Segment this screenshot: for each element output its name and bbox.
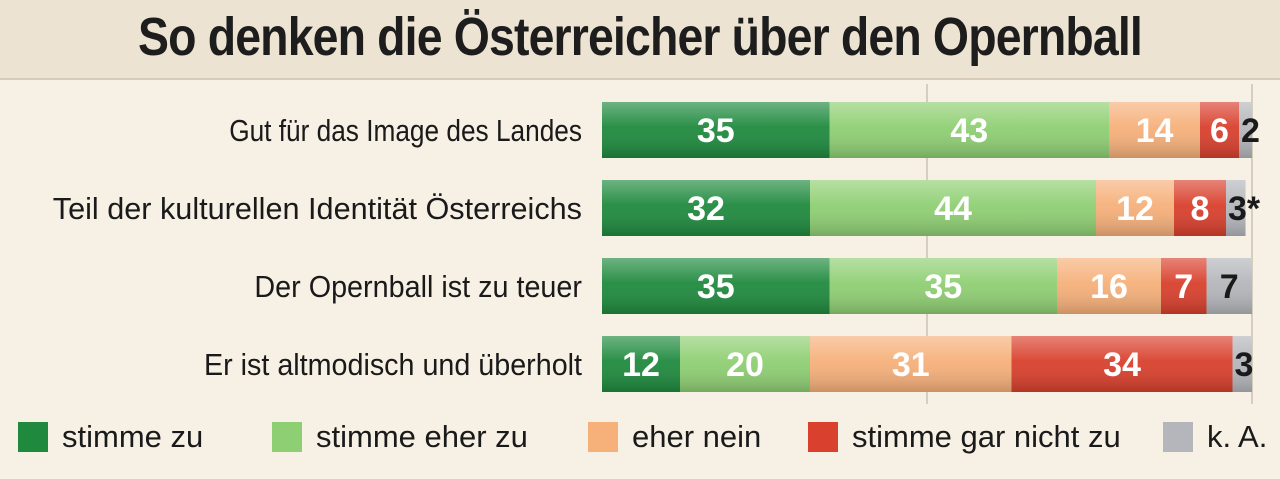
data-label: 2 [1241,112,1260,150]
legend-label: eher nein [632,419,762,454]
bar-segment-shading [602,336,680,392]
legend-item: eher nein [588,412,761,462]
category-label: Der Opernball ist zu teuer [254,269,582,304]
legend-item: k. A. [1163,412,1267,462]
data-label: 6 [1210,112,1229,150]
bar-segment-shading [1239,102,1252,158]
data-label: 20 [726,346,764,384]
bar-segment-shading [680,336,810,392]
data-label: 8 [1191,190,1210,228]
data-label: 16 [1090,268,1128,306]
category-label: Gut für das Image des Landes [229,113,582,148]
legend-item: stimme zu [18,412,203,462]
legend-swatch [588,422,618,452]
data-label: 31 [892,346,930,384]
bar-segment-shading [602,180,810,236]
bar-segment-shading [829,258,1057,314]
bar-segment-shading [810,336,1012,392]
bar-segment-shading [1057,258,1161,314]
data-label: 35 [924,268,962,306]
data-label: 7 [1174,268,1193,306]
bar-segment-shading [1226,180,1246,236]
data-label: 44 [934,190,972,228]
category-label: Teil der kulturellen Identität Österreic… [53,191,582,226]
bar-segment-shading [602,102,830,158]
legend-swatch [272,422,302,452]
data-label: 32 [687,190,725,228]
data-label: 14 [1136,112,1174,150]
legend-label: stimme eher zu [316,419,528,454]
legend-swatch [1163,422,1193,452]
stacked-bar-chart: Gut für das Image des Landes Teil der kul… [53,84,1261,404]
data-label: 3 [1235,346,1254,384]
legend-item: stimme eher zu [272,412,528,462]
bar-segment-shading [829,102,1109,158]
bar-segment-shading [1206,258,1252,314]
data-label: 12 [1116,190,1154,228]
data-label: 43 [950,112,988,150]
legend-item: stimme gar nicht zu [808,412,1121,462]
bar-segment-shading [810,180,1096,236]
bar-segment-shading [1174,180,1226,236]
data-label: 12 [622,346,660,384]
legend-swatch [808,422,838,452]
bar-segment-shading [1161,258,1207,314]
legend-label: stimme gar nicht zu [852,419,1121,454]
bar-segment-shading [1232,336,1252,392]
title-bar: So denken die Österreicher über den Oper… [0,0,1280,80]
chart-title: So denken die Österreicher über den Oper… [138,7,1143,67]
legend-label: stimme zu [62,419,204,454]
data-label: 3* [1228,190,1261,228]
bar-segment-shading [1096,180,1174,236]
data-label: 35 [697,268,735,306]
legend: stimme zu stimme eher zu eher nein stimme g… [0,412,1280,462]
bar-segment-shading [1109,102,1200,158]
category-label: Er ist altmodisch und überholt [204,347,582,382]
bar-segment-shading [1200,102,1239,158]
legend-swatch [18,422,48,452]
bar-segment-shading [602,258,830,314]
data-label: 35 [697,112,735,150]
bar-segment-shading [1011,336,1233,392]
data-label: 7 [1220,268,1239,306]
legend-label: k. A. [1207,419,1268,454]
data-label: 34 [1103,346,1141,384]
